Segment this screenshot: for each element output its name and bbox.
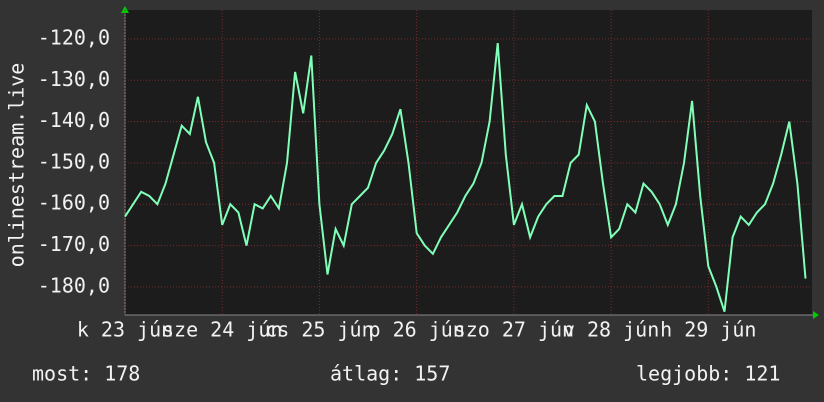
stat-label: most: (32, 362, 92, 386)
x-tick-label: h 29 jún (660, 318, 756, 342)
y-tick-label: -120,0 (38, 25, 110, 49)
y-arrow (121, 6, 129, 13)
stat-value: 121 (744, 362, 780, 386)
y-tick-label: -150,0 (38, 149, 110, 173)
y-tick-label: -180,0 (38, 273, 110, 297)
y-tick-label: -160,0 (38, 191, 110, 215)
x-tick-label: v 28 jún (563, 318, 659, 342)
x-tick-label: szo 27 jún (454, 318, 574, 342)
y-tick-label: -130,0 (38, 67, 110, 91)
x-arrow (813, 311, 819, 319)
x-tick-label: sze 24 jún (162, 318, 282, 342)
x-tick-label: p 26 jún (368, 318, 464, 342)
stat-value: 157 (414, 362, 450, 386)
data-line (124, 42, 807, 313)
x-tick-label: k 23 jún (77, 318, 173, 342)
y-tick-label: -140,0 (38, 108, 110, 132)
stat-label: legjobb: (636, 362, 732, 386)
stat-value: 178 (104, 362, 140, 386)
y-axis-label: onlinestream.live (5, 63, 29, 268)
y-tick-label: -170,0 (38, 232, 110, 256)
stat-label: átlag: (330, 362, 402, 386)
x-tick-label: cs 25 jún (265, 318, 373, 342)
